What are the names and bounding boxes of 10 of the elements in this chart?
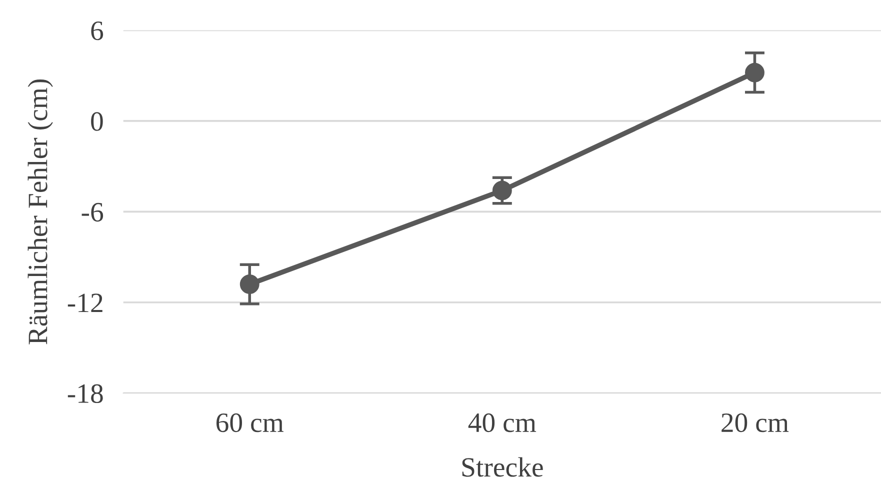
x-tick-label: 60 cm xyxy=(216,413,284,432)
y-tick-label: 0 xyxy=(91,112,103,131)
y-tick-label: 6 xyxy=(91,21,104,40)
y-axis-title: Räumlicher Fehler (cm) xyxy=(28,79,53,344)
y-tick-label: -18 xyxy=(68,384,103,404)
x-tick-label: 20 cm xyxy=(722,413,789,432)
x-tick-label: 40 cm xyxy=(468,413,536,432)
y-tick-label: -12 xyxy=(68,294,102,312)
x-axis-title: Strecke xyxy=(462,457,543,477)
y-tick-label: -6 xyxy=(82,202,104,222)
